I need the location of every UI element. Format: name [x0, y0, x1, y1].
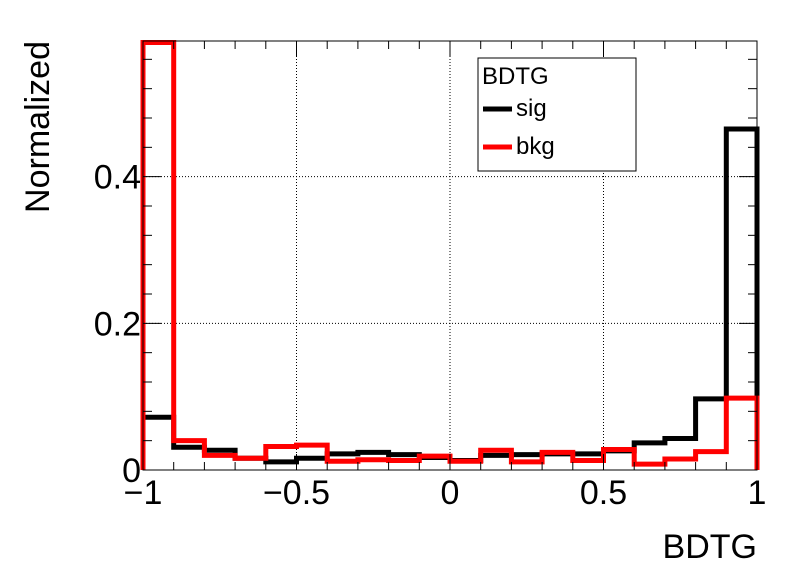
- legend: BDTG sig bkg: [477, 57, 637, 172]
- axis-ticks: [142, 41, 758, 471]
- y-axis-title: Normalized: [19, 41, 57, 213]
- x-tick-label-4: 1: [748, 474, 767, 512]
- legend-label-sig: sig: [516, 95, 547, 122]
- x-tick-label-0: −1: [124, 474, 163, 512]
- x-axis-title: BDTG: [663, 528, 757, 566]
- grid: [143, 41, 757, 470]
- x-tick-label-2: 0: [441, 474, 460, 512]
- tick-labels: −1 −0.5 0 0.5 1 0 0.2 0.4: [94, 159, 767, 512]
- legend-title: BDTG: [482, 63, 549, 90]
- x-tick-label-1: −0.5: [263, 474, 330, 512]
- y-tick-label-0: 0: [122, 452, 141, 490]
- y-tick-label-1: 0.2: [94, 305, 141, 343]
- legend-box: [477, 57, 637, 172]
- x-tick-label-3: 0.5: [580, 474, 627, 512]
- y-tick-label-2: 0.4: [94, 159, 141, 197]
- legend-label-bkg: bkg: [516, 133, 555, 160]
